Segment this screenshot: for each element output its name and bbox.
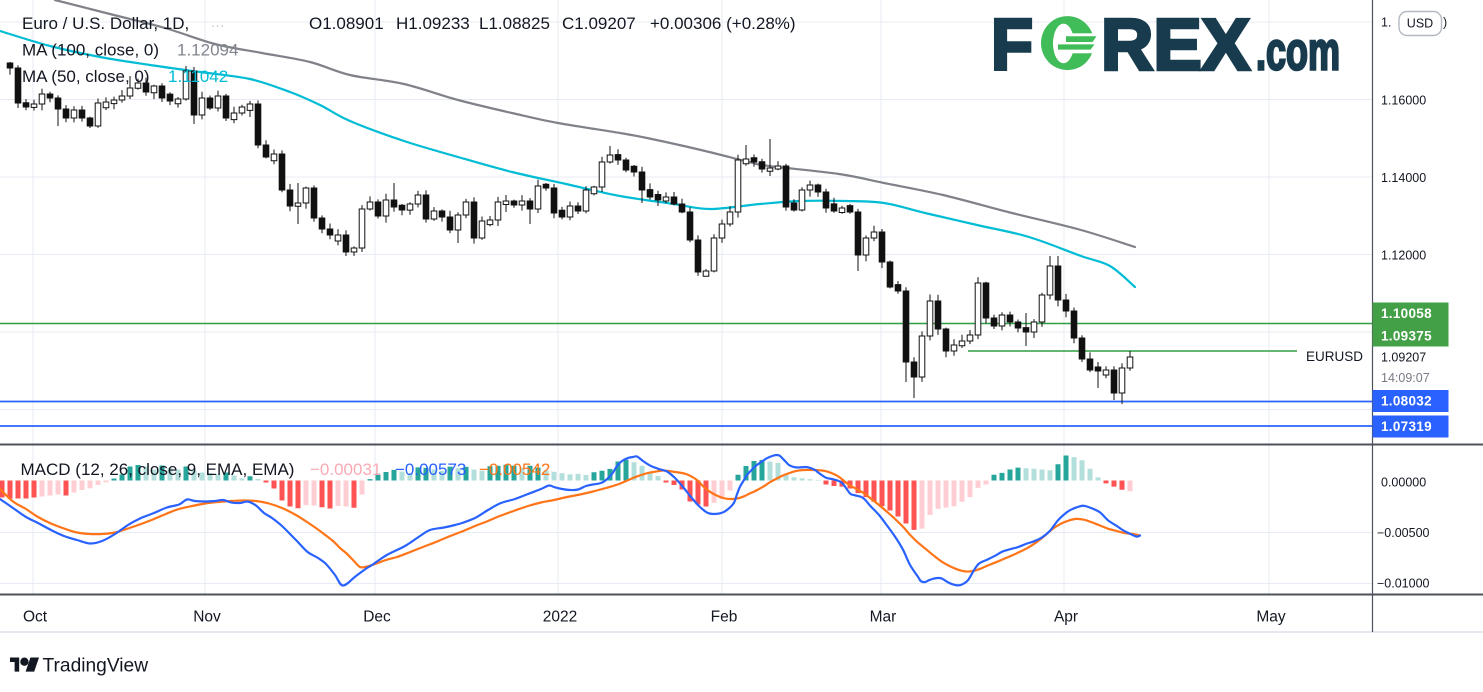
- svg-text:O1.08901: O1.08901: [309, 14, 384, 33]
- svg-text:2022: 2022: [543, 609, 577, 626]
- svg-text:−0.00500: −0.00500: [1377, 526, 1430, 540]
- svg-text:EURUSD: EURUSD: [1306, 349, 1363, 364]
- svg-text:Apr: Apr: [1054, 609, 1078, 626]
- svg-text:Dec: Dec: [363, 609, 391, 626]
- svg-text:1.10058: 1.10058: [1381, 306, 1432, 321]
- svg-text:H1.09233: H1.09233: [396, 14, 470, 33]
- svg-text:+0.00306 (+0.28%): +0.00306 (+0.28%): [650, 14, 796, 33]
- svg-text:1.09207: 1.09207: [1381, 350, 1426, 364]
- svg-text:F: F: [991, 6, 1033, 86]
- svg-text:1.12094: 1.12094: [177, 41, 238, 60]
- svg-text:1.11042: 1.11042: [168, 67, 228, 86]
- svg-text:): ): [1443, 16, 1447, 30]
- svg-text:1.08032: 1.08032: [1381, 394, 1432, 409]
- svg-text:L1.08825: L1.08825: [479, 14, 550, 33]
- svg-text:MACD (12, 26, close, 9, EMA, E: MACD (12, 26, close, 9, EMA, EMA): [21, 460, 295, 479]
- svg-text:1.14000: 1.14000: [1381, 171, 1426, 185]
- svg-text:C1.09207: C1.09207: [562, 14, 636, 33]
- svg-text:.com: .com: [1256, 22, 1340, 82]
- svg-text:USD: USD: [1407, 17, 1433, 31]
- svg-text:0.00000: 0.00000: [1381, 475, 1426, 489]
- svg-text:−0.00573: −0.00573: [395, 460, 466, 479]
- svg-text:May: May: [1256, 609, 1286, 626]
- svg-text:Mar: Mar: [870, 609, 897, 626]
- svg-text:MA (100, close, 0): MA (100, close, 0): [22, 41, 159, 60]
- svg-text:Nov: Nov: [193, 609, 221, 626]
- svg-text:1.09375: 1.09375: [1381, 328, 1432, 343]
- svg-text:Euro / U.S. Dollar, 1D,: Euro / U.S. Dollar, 1D,: [22, 14, 189, 33]
- svg-text:−0.00542: −0.00542: [479, 460, 550, 479]
- svg-text:TradingView: TradingView: [43, 656, 149, 677]
- svg-text:REX: REX: [1101, 6, 1250, 86]
- svg-text:1.07319: 1.07319: [1381, 419, 1432, 434]
- svg-text:−0.00031: −0.00031: [310, 460, 381, 479]
- svg-text:−0.01000: −0.01000: [1377, 576, 1430, 590]
- svg-text:1.12000: 1.12000: [1381, 248, 1426, 262]
- svg-text:1.16000: 1.16000: [1381, 93, 1426, 107]
- svg-text:14:09:07: 14:09:07: [1381, 371, 1430, 385]
- svg-text:Oct: Oct: [23, 609, 48, 626]
- svg-text:Feb: Feb: [711, 609, 738, 626]
- svg-text:…: …: [210, 14, 225, 31]
- svg-text:MA (50, close, 0): MA (50, close, 0): [22, 67, 150, 86]
- svg-text:1.: 1.: [1381, 16, 1391, 30]
